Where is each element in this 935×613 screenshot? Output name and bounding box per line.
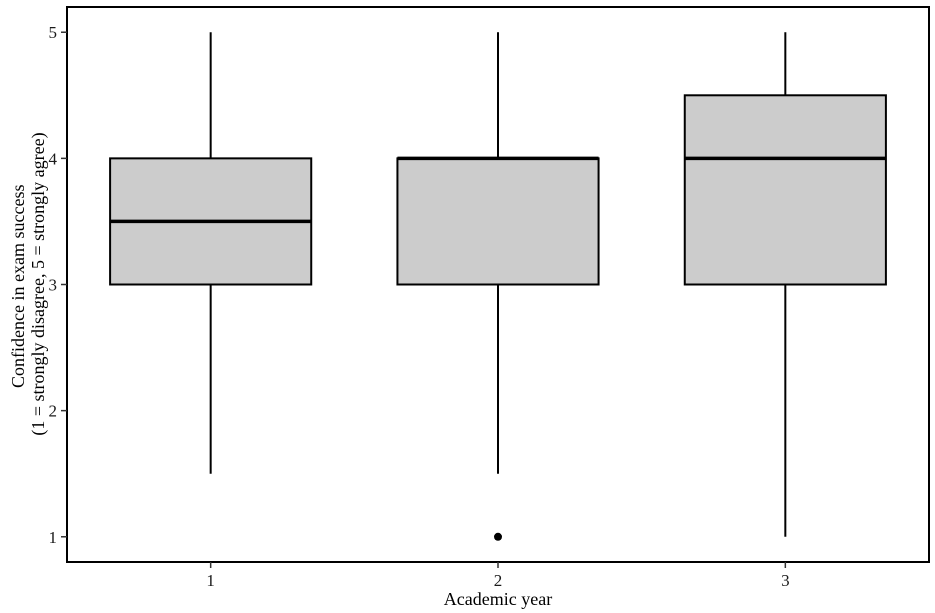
- x-tick-label: 3: [781, 571, 790, 590]
- x-tick-label: 2: [494, 571, 503, 590]
- y-tick-label: 3: [49, 276, 58, 295]
- interquartile-box: [683, 94, 887, 286]
- y-tick-label: 4: [49, 149, 58, 168]
- box-group-year-1: [109, 32, 313, 474]
- boxes-layer: [109, 32, 887, 541]
- y-axis: 1 2 3 4 5: [49, 23, 67, 547]
- box-group-year-3: [683, 32, 887, 537]
- y-axis-title-line-1: Confidence in exam success: [8, 185, 28, 388]
- y-axis-title: Confidence in exam success (1 = strongly…: [8, 132, 49, 435]
- x-axis: 1 2 3: [206, 562, 790, 590]
- x-tick-label: 1: [206, 571, 215, 590]
- x-axis-title: Academic year: [444, 589, 552, 609]
- interquartile-box: [396, 157, 600, 286]
- outlier-point: [494, 532, 502, 541]
- box-group-year-2: [396, 32, 600, 541]
- y-tick-label: 1: [49, 528, 58, 547]
- y-tick-label: 5: [49, 23, 58, 42]
- y-axis-title-line-2: (1 = strongly disagree, 5 = strongly agr…: [28, 132, 49, 435]
- y-tick-label: 2: [49, 402, 58, 421]
